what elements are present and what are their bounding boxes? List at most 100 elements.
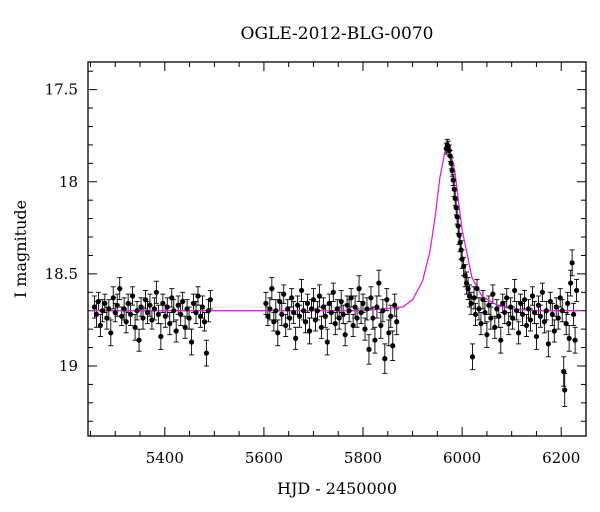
data-point	[480, 297, 486, 303]
data-point	[106, 306, 112, 312]
data-point	[516, 330, 522, 336]
data-point	[263, 300, 269, 306]
plot-area	[87, 61, 587, 437]
data-point	[490, 291, 496, 297]
data-point	[573, 287, 580, 294]
data-point	[121, 306, 127, 312]
data-point	[465, 286, 471, 292]
data-point	[184, 306, 190, 312]
data-point	[306, 328, 313, 334]
data-point	[205, 308, 212, 314]
data-point	[533, 333, 540, 340]
data-point	[547, 298, 553, 305]
data-point	[125, 300, 131, 306]
data-point	[362, 326, 368, 332]
data-point	[452, 195, 458, 201]
data-point	[551, 328, 557, 334]
data-point	[382, 356, 388, 362]
data-point	[334, 306, 340, 312]
data-point	[142, 297, 149, 303]
data-point	[193, 309, 199, 316]
data-point	[346, 308, 352, 314]
data-point	[508, 304, 514, 310]
data-point	[504, 295, 510, 301]
data-point	[283, 322, 289, 329]
data-point	[338, 298, 344, 305]
data-point	[138, 304, 144, 310]
data-point	[517, 300, 524, 306]
data-point	[474, 286, 480, 292]
data-point	[471, 295, 477, 301]
data-point	[203, 350, 210, 356]
data-point	[102, 300, 108, 306]
data-point	[275, 330, 281, 336]
data-point	[188, 339, 195, 345]
data-point	[199, 304, 206, 310]
data-point	[151, 306, 157, 312]
data-point	[197, 313, 204, 319]
data-point	[342, 332, 348, 338]
data-point	[314, 308, 321, 314]
data-point	[380, 308, 386, 314]
data-point	[553, 304, 559, 310]
data-point	[298, 287, 305, 294]
data-point	[565, 300, 571, 306]
data-point	[386, 330, 392, 336]
data-point	[169, 295, 175, 301]
data-point	[384, 297, 390, 303]
data-point	[562, 387, 568, 393]
data-point	[476, 306, 482, 312]
data-point	[529, 293, 536, 299]
x-tick-label: 5400	[146, 449, 184, 467]
data-point	[207, 297, 213, 303]
data-point	[128, 311, 134, 318]
data-point	[178, 311, 184, 318]
data-point	[390, 343, 396, 349]
data-point	[320, 304, 326, 310]
data-point	[336, 315, 342, 321]
data-point	[267, 306, 273, 312]
data-point	[571, 311, 577, 318]
data-point	[114, 302, 120, 308]
data-point	[271, 319, 277, 325]
data-point	[455, 223, 461, 229]
chart-title: OGLE-2012-BLG-0070	[241, 24, 434, 44]
data-point	[287, 315, 293, 321]
data-point	[147, 302, 153, 308]
data-point	[328, 309, 334, 316]
data-point	[370, 315, 376, 321]
data-point	[352, 304, 358, 310]
data-point	[512, 287, 518, 294]
data-point	[447, 153, 453, 159]
data-point	[136, 337, 142, 343]
data-point	[392, 302, 398, 308]
data-point	[523, 322, 530, 329]
data-point	[450, 177, 456, 183]
data-point	[461, 263, 467, 270]
data-point	[449, 168, 455, 174]
data-point	[112, 309, 118, 316]
data-point	[453, 204, 459, 211]
data-point	[316, 293, 323, 299]
data-point	[521, 297, 528, 303]
data-point	[531, 309, 538, 316]
data-point	[568, 280, 574, 286]
data-point	[265, 313, 271, 319]
data-point	[557, 295, 563, 301]
data-point	[478, 321, 484, 327]
data-point	[498, 337, 504, 343]
data-point	[330, 289, 336, 295]
data-point	[519, 311, 526, 318]
data-point	[492, 324, 498, 330]
data-point	[572, 337, 578, 343]
data-point	[368, 295, 374, 301]
data-point	[175, 302, 181, 308]
data-point	[273, 308, 279, 314]
data-point	[340, 311, 346, 318]
data-point	[457, 239, 463, 246]
data-point	[195, 293, 201, 299]
data-point	[173, 328, 179, 334]
data-point	[563, 321, 569, 327]
data-point	[140, 315, 146, 321]
data-point	[566, 335, 572, 341]
